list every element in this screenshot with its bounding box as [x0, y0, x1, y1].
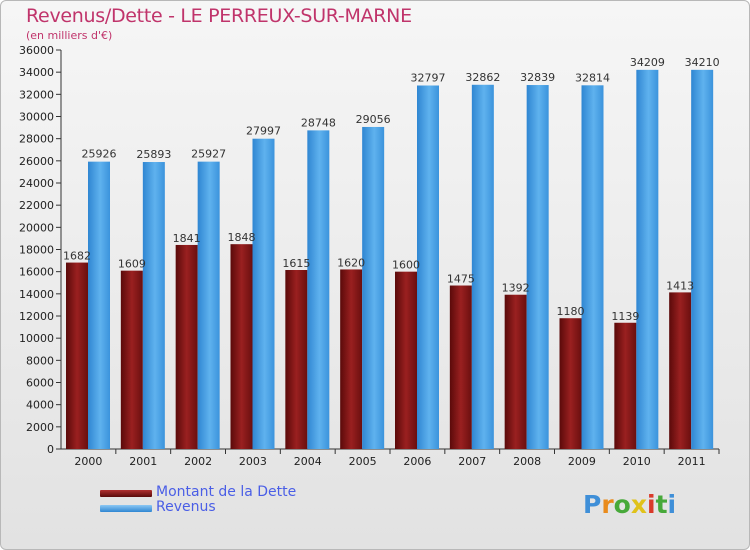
data-label-revenus: 34209	[630, 56, 665, 69]
bar-revenus	[142, 162, 165, 449]
y-tick-label: 26000	[19, 155, 54, 168]
data-label-dette: 1180	[557, 305, 585, 318]
bar-revenus	[362, 126, 385, 449]
data-label-revenus: 27997	[246, 125, 281, 138]
data-label-revenus: 25926	[82, 148, 117, 161]
data-label-dette: 1475	[447, 273, 475, 286]
data-label-revenus: 28748	[301, 116, 336, 129]
legend-swatch-revenus	[100, 505, 152, 512]
bar-revenus	[197, 161, 220, 450]
y-tick-label: 28000	[19, 133, 54, 146]
bar-revenus	[581, 85, 604, 450]
data-label-dette: 1609	[118, 258, 146, 271]
y-tick-label: 2000	[26, 421, 54, 434]
logo-letter: P	[583, 490, 602, 519]
bar-dette	[230, 244, 253, 449]
y-tick-label: 10000	[19, 332, 54, 345]
y-tick-label: 24000	[19, 177, 54, 190]
bar-dette	[285, 270, 308, 449]
x-tick-label: 2009	[568, 455, 596, 468]
x-tick-label: 2010	[623, 455, 651, 468]
data-label-dette: 1682	[63, 250, 91, 263]
x-tick-label: 2001	[129, 455, 157, 468]
y-tick-label: 36000	[19, 44, 54, 57]
logo-letter: x	[630, 490, 647, 519]
y-tick-label: 16000	[19, 266, 54, 279]
proxiti-logo: Proxiti	[583, 490, 676, 519]
bar-revenus	[417, 85, 439, 450]
bar-revenus	[691, 69, 714, 449]
data-label-dette: 1139	[611, 310, 639, 323]
data-label-dette: 1620	[337, 256, 365, 269]
y-tick-label: 20000	[19, 221, 54, 234]
y-tick-label: 22000	[19, 199, 54, 212]
y-tick-label: 30000	[19, 111, 54, 124]
logo-letter: o	[613, 490, 631, 519]
data-label-dette: 1841	[173, 232, 201, 245]
y-tick-label: 4000	[26, 399, 54, 412]
y-tick-label: 18000	[19, 244, 54, 257]
bar-revenus	[526, 85, 549, 449]
legend-label-dette: Montant de la Dette	[156, 484, 297, 500]
y-tick-label: 6000	[26, 377, 54, 390]
bar-dette	[449, 285, 472, 449]
x-tick-label: 2005	[349, 455, 377, 468]
x-tick-label: 2002	[184, 455, 212, 468]
logo-letter: r	[601, 490, 614, 519]
logo-letter: i	[647, 490, 656, 519]
data-label-revenus: 32839	[520, 71, 555, 84]
x-tick-label: 2000	[74, 455, 102, 468]
x-tick-label: 2006	[403, 455, 431, 468]
y-tick-label: 32000	[19, 88, 54, 101]
bar-revenus	[88, 161, 110, 449]
x-tick-label: 2011	[678, 455, 706, 468]
y-tick-label: 0	[47, 443, 54, 456]
chart-subtitle: (en milliers d'€)	[26, 29, 113, 42]
x-tick-label: 2007	[458, 455, 486, 468]
data-label-revenus: 32862	[465, 71, 500, 84]
data-label-dette: 1413	[666, 279, 694, 292]
data-label-revenus: 25927	[191, 148, 226, 161]
y-tick-label: 8000	[26, 354, 54, 367]
bar-revenus	[636, 69, 659, 449]
bar-revenus	[252, 138, 275, 449]
bar-revenus	[307, 130, 330, 449]
bar-dette	[504, 294, 527, 449]
y-tick-label: 12000	[19, 310, 54, 323]
x-tick-label: 2004	[294, 455, 322, 468]
bar-dette	[66, 262, 88, 449]
chart-title: Revenus/Dette - LE PERREUX-SUR-MARNE	[26, 5, 412, 27]
x-tick-label: 2008	[513, 455, 541, 468]
data-label-dette: 1848	[228, 231, 256, 244]
y-tick-label: 34000	[19, 66, 54, 79]
legend-swatch-dette	[100, 490, 152, 497]
bar-dette	[175, 244, 198, 449]
bar-dette	[340, 269, 363, 449]
data-label-dette: 1615	[282, 257, 310, 270]
bar-dette	[669, 292, 692, 449]
x-tick-label: 2003	[239, 455, 267, 468]
data-label-revenus: 32797	[411, 71, 446, 84]
data-label-revenus: 34210	[685, 56, 720, 69]
data-label-dette: 1600	[392, 259, 420, 272]
legend-label-revenus: Revenus	[156, 499, 216, 515]
bar-dette	[395, 271, 417, 449]
data-label-dette: 1392	[502, 282, 530, 295]
bar-revenus	[471, 84, 494, 449]
y-tick-label: 14000	[19, 288, 54, 301]
data-label-revenus: 29056	[356, 113, 391, 126]
bar-dette	[614, 322, 637, 449]
bar-dette	[559, 318, 582, 449]
data-label-revenus: 32814	[575, 71, 610, 84]
data-label-revenus: 25893	[136, 148, 171, 161]
bar-dette	[120, 270, 143, 449]
logo-letter: t	[655, 490, 668, 519]
logo-letter: i	[667, 490, 677, 519]
